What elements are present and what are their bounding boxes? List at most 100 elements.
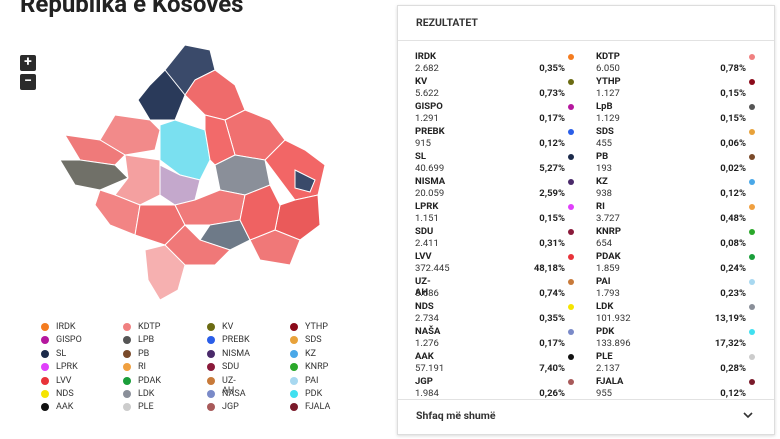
legend-label: SDS — [305, 335, 322, 346]
party-color — [568, 229, 574, 235]
legend-label: IRDK — [56, 322, 76, 332]
party-percent: 0,02% — [720, 163, 746, 174]
legend-label: NISMA — [222, 348, 251, 359]
party-votes: 2.411 — [415, 238, 439, 249]
party-votes: 101.932 — [596, 313, 631, 324]
legend-label: KDTP — [138, 322, 161, 332]
party-votes: 654 — [596, 238, 613, 249]
party-votes: 1.984 — [415, 388, 439, 399]
legend-swatch — [123, 323, 131, 331]
party-votes: 20.059 — [415, 188, 445, 199]
legend-swatch — [123, 349, 131, 358]
legend-swatch — [41, 390, 49, 398]
party-color — [749, 379, 755, 385]
party-color — [568, 279, 574, 285]
chevron[interactable] — [742, 410, 754, 420]
legend-label: NDS — [56, 389, 74, 399]
legend-swatch — [290, 390, 298, 398]
legend-label: SDU — [222, 362, 240, 373]
party-votes: 938 — [596, 188, 613, 199]
party-votes: 2.137 — [596, 363, 620, 374]
party-votes: 1.291 — [415, 113, 439, 124]
party-percent: 0,35% — [539, 63, 565, 74]
party-color — [568, 254, 574, 260]
party-name: KNRP — [596, 226, 621, 237]
party-percent: 0,26% — [539, 388, 565, 399]
party-votes: 1.859 — [596, 263, 620, 274]
party-name: PB — [596, 151, 609, 162]
legend-label: RI — [138, 362, 146, 373]
party-color — [749, 154, 755, 160]
party-percent: 5,27% — [539, 163, 565, 174]
party-votes: 6.050 — [596, 63, 620, 74]
legend-swatch — [207, 376, 215, 385]
party-percent: 7,40% — [539, 363, 565, 374]
party-votes: 5.622 — [415, 88, 439, 99]
legend-swatch — [41, 403, 49, 412]
party-name: SDS — [596, 126, 614, 137]
party-color — [749, 254, 755, 260]
party-votes: 2.682 — [415, 63, 439, 74]
party-name: FJALA — [596, 376, 624, 387]
party-color — [749, 229, 755, 235]
party-name: LpB — [596, 101, 613, 112]
zoom-out[interactable]: − — [20, 74, 36, 90]
legend-label: LPRK — [56, 362, 78, 373]
party-name: SL — [415, 151, 426, 162]
party-name: IRDK — [415, 51, 437, 62]
party-votes: 133.896 — [596, 338, 631, 349]
party-name: PDAK — [596, 251, 621, 262]
zoom-in[interactable]: + — [20, 55, 36, 71]
party-votes: 915 — [415, 138, 432, 149]
party-color — [749, 329, 755, 335]
legend-swatch — [41, 336, 49, 345]
party-percent: 0,17% — [539, 113, 565, 124]
party-votes: 1.276 — [415, 338, 439, 349]
party-name: NISMA — [415, 176, 446, 187]
party-percent: 0,28% — [720, 363, 746, 374]
party-percent: 48,18% — [533, 263, 565, 274]
party-name: KDTP — [596, 51, 620, 62]
region — [294, 169, 316, 193]
map — [59, 44, 326, 301]
legend-label: SL — [56, 348, 67, 359]
party-votes: 193 — [596, 163, 613, 174]
party-percent: 0,06% — [720, 138, 746, 149]
party-percent: 0,48% — [720, 213, 746, 224]
party-name: KZ — [596, 176, 608, 187]
party-color — [749, 304, 755, 310]
party-percent: 0,78% — [720, 63, 746, 74]
party-color — [568, 304, 574, 310]
party-color — [568, 79, 574, 85]
municipalities — [59, 44, 326, 301]
party-percent: 0,12% — [539, 138, 565, 149]
party-name: PREBK — [415, 126, 445, 137]
party-color — [749, 179, 755, 185]
party-name: LPRK — [415, 201, 439, 212]
legend-label: KZ — [305, 348, 317, 359]
legend-swatch — [123, 390, 131, 398]
legend-swatch — [123, 363, 131, 372]
legend-swatch — [123, 376, 131, 385]
party-percent: 0,24% — [720, 263, 746, 274]
region — [239, 184, 281, 241]
party-color — [749, 204, 755, 210]
party-percent: 0,73% — [539, 88, 565, 99]
party-percent: 0,15% — [720, 113, 746, 124]
legend-label: JGP — [222, 402, 239, 413]
party-percent: 0,23% — [720, 288, 746, 299]
legend-swatch — [207, 336, 215, 345]
legend-swatch — [290, 323, 298, 331]
show-more[interactable]: Shfaq më shumë — [416, 409, 496, 422]
party-votes: 57.191 — [415, 363, 445, 374]
legend-label: FJALA — [305, 402, 331, 413]
legend-label: GISPO — [56, 335, 82, 346]
legend-label: LVV — [56, 375, 72, 386]
legend-label: NASA — [222, 389, 246, 399]
party-votes: 2.734 — [415, 313, 439, 324]
legend-label: PDK — [305, 389, 323, 399]
legend-swatch — [207, 349, 215, 358]
legend-swatch — [207, 403, 215, 412]
party-percent: 17,32% — [714, 338, 746, 349]
party-name: SDU — [415, 226, 434, 237]
